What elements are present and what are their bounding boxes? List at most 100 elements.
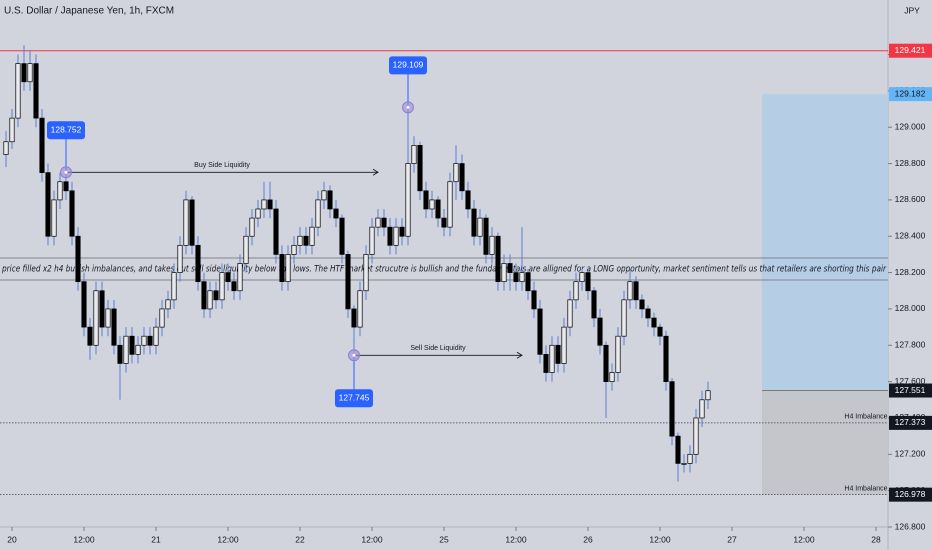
candle-body — [633, 281, 639, 301]
candle-body — [273, 208, 279, 255]
candle-body — [171, 272, 177, 301]
candle-body — [663, 335, 669, 382]
candle-body — [375, 217, 381, 228]
candle-body — [543, 354, 549, 373]
x-tick-label: 12:00 — [217, 534, 239, 544]
candle-body — [219, 272, 225, 301]
price-label: 126.978 — [895, 489, 926, 499]
candle-body — [225, 272, 231, 283]
y-tick-label: 128.200 — [895, 267, 926, 277]
y-tick-label: 127.800 — [895, 340, 926, 350]
candle-body — [189, 199, 195, 246]
x-tick-label: 12:00 — [73, 534, 95, 544]
candle-body — [615, 335, 621, 373]
candle-body — [3, 141, 9, 155]
candle-body — [327, 190, 333, 210]
candle-body — [363, 254, 369, 292]
candle-body — [441, 217, 447, 228]
candle-body — [285, 254, 291, 283]
callout-label: 127.745 — [339, 393, 370, 403]
candle-body — [465, 190, 471, 210]
candle-body — [471, 208, 477, 237]
callout-dot — [64, 170, 68, 174]
candle-body — [357, 290, 363, 328]
candle-body — [99, 290, 105, 328]
candle-body — [411, 145, 417, 164]
y-tick-label: 129.000 — [895, 121, 926, 131]
y-tick-label: 128.000 — [895, 303, 926, 313]
callout-box — [389, 56, 427, 75]
candle-body — [627, 281, 633, 301]
candle-body — [207, 290, 213, 310]
candle-body — [369, 226, 375, 255]
x-tick-label: 12:00 — [649, 534, 671, 544]
candle-body — [33, 63, 39, 119]
candle-body — [147, 335, 153, 346]
candle-body — [39, 117, 45, 173]
candle-body — [669, 381, 675, 437]
candle-body — [621, 299, 627, 337]
candle-body — [255, 208, 261, 219]
candle-body — [153, 326, 159, 346]
candle-body — [687, 453, 693, 464]
candle-body — [417, 145, 423, 192]
candle-body — [309, 226, 315, 246]
x-tick-label: 12:00 — [361, 534, 383, 544]
callout-box — [47, 121, 85, 140]
front-layer: Buy Side Liquidity Sell Side Liquidity 128… — [47, 56, 523, 408]
callout-dot — [406, 105, 410, 109]
candle-body — [51, 199, 57, 237]
y-tick-label: 127.200 — [895, 449, 926, 459]
candle-body — [447, 181, 453, 228]
candle-body — [129, 335, 135, 355]
candle-body — [681, 463, 687, 465]
candle-body — [177, 244, 183, 273]
candle-body — [597, 317, 603, 346]
candle-body — [267, 199, 273, 210]
candle-body — [513, 272, 519, 283]
candle-body — [105, 308, 111, 328]
candle-body — [159, 308, 165, 328]
note-text: price filled x2 h4 bullish imbalances, a… — [1, 265, 886, 275]
liquidity-label: Buy Side Liquidity — [194, 162, 250, 169]
candle-body — [693, 417, 699, 455]
candle-body — [183, 199, 189, 246]
liquidity-arrow — [516, 351, 523, 359]
y-tick-label: 128.800 — [895, 158, 926, 168]
candle-body — [579, 272, 585, 283]
candle-body — [339, 217, 345, 255]
candle-body — [249, 217, 255, 237]
price-label: 127.551 — [895, 385, 926, 395]
liquidity-arrow — [372, 168, 379, 176]
candle-body — [567, 299, 573, 328]
candle-body — [117, 344, 123, 364]
candle-body — [87, 326, 93, 346]
candle-body — [591, 290, 597, 319]
candle-body — [603, 344, 609, 382]
candle-body — [231, 281, 237, 292]
candle-body — [93, 290, 99, 346]
candle-body — [21, 63, 27, 83]
y-tick-label: 126.800 — [895, 521, 926, 531]
candle-body — [141, 335, 147, 346]
candles — [3, 45, 711, 482]
candle-body — [519, 272, 525, 283]
candle-body — [387, 226, 393, 246]
candle-body — [57, 181, 63, 201]
candle-body — [423, 190, 429, 210]
x-tick-label: 20 — [7, 534, 17, 544]
candle-body — [237, 263, 243, 292]
price-label-box — [889, 415, 932, 430]
candle-body — [261, 199, 267, 210]
candle-body — [81, 281, 87, 328]
candle-body — [15, 63, 21, 119]
x-tick-label: 21 — [151, 534, 161, 544]
candle-body — [459, 163, 465, 192]
imbalance-label: H4 Imbalance — [844, 485, 887, 492]
x-tick-label: 27 — [727, 534, 737, 544]
candle-body — [291, 244, 297, 255]
candle-body — [705, 390, 711, 401]
candle-body — [75, 235, 81, 283]
x-tick-label: 28 — [871, 534, 881, 544]
